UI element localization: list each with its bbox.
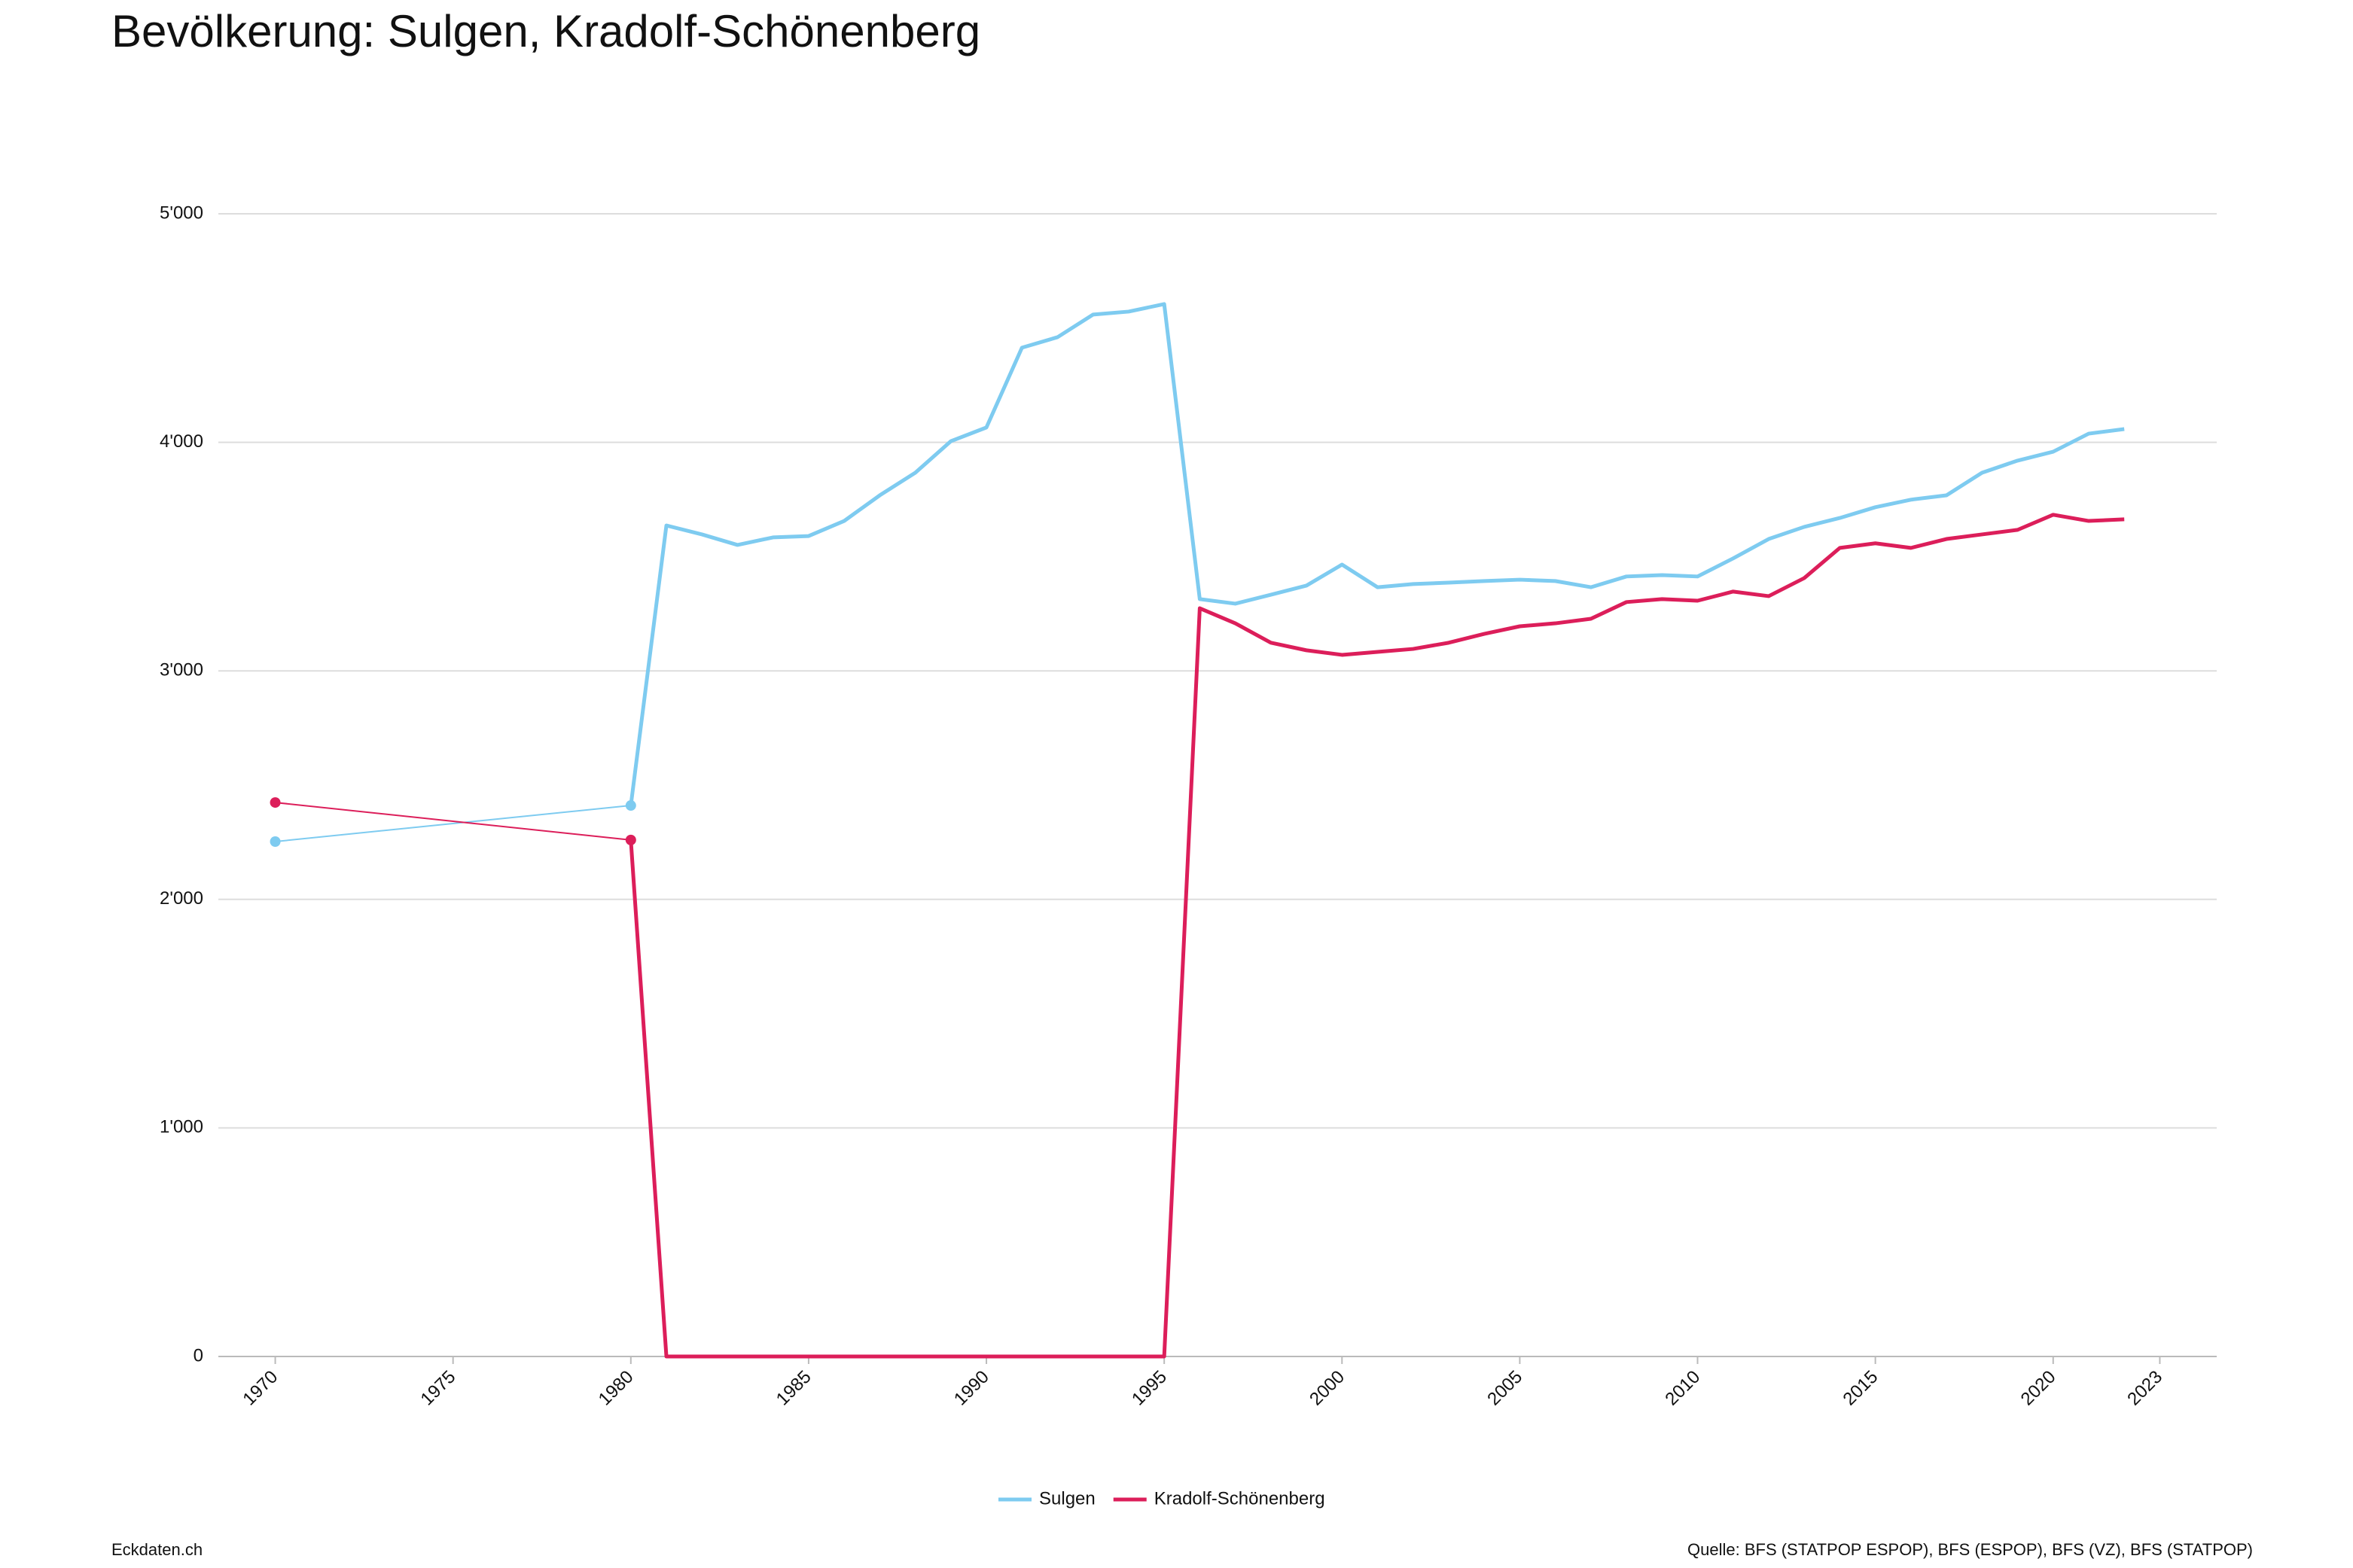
census-point: [270, 797, 281, 808]
y-tick-label: 5'000: [160, 202, 203, 223]
series-line: [275, 802, 631, 841]
chart-title: Bevölkerung: Sulgen, Kradolf-Schönenberg: [111, 6, 980, 56]
y-tick-label: 2'000: [160, 888, 203, 909]
footer: Eckdaten.ch: [111, 1540, 203, 1559]
y-tick-label: 1'000: [160, 1117, 203, 1137]
x-tick-label: 2000: [1306, 1367, 1349, 1410]
y-tick-label: 4'000: [160, 431, 203, 452]
x-tick-label: 1990: [950, 1367, 993, 1410]
y-tick-label: 0: [194, 1345, 203, 1366]
census-point: [625, 800, 636, 811]
census-point: [625, 834, 636, 845]
y-tick-label: 3'000: [160, 660, 203, 680]
x-tick-label: 1985: [773, 1367, 815, 1410]
x-tick-label: 1975: [417, 1367, 460, 1410]
x-tick-label: 2015: [1839, 1367, 1882, 1410]
legend-label: Sulgen: [1039, 1488, 1096, 1509]
x-tick-label: 2005: [1483, 1367, 1526, 1410]
legend-label: Kradolf-Schönenberg: [1154, 1488, 1325, 1509]
census-point: [270, 836, 281, 847]
x-tick-label: 2020: [2017, 1367, 2060, 1410]
x-tick-label: 2010: [1661, 1367, 1704, 1410]
x-tick-label: 1970: [239, 1367, 282, 1410]
series-line: [629, 302, 2125, 806]
source: Quelle: BFS (STATPOP ESPOP), BFS (ESPOP)…: [1687, 1540, 2253, 1559]
series-line: [629, 513, 2125, 1359]
series-line: [275, 805, 631, 842]
x-tick-label: 1980: [595, 1367, 638, 1410]
x-tick-label: 2023: [2123, 1367, 2166, 1410]
x-tick-label: 1995: [1128, 1367, 1171, 1410]
